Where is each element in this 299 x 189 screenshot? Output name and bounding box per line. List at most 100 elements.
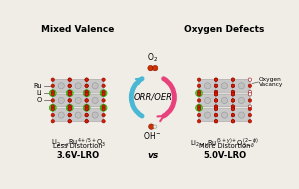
- Circle shape: [214, 99, 218, 102]
- Circle shape: [51, 84, 54, 88]
- Circle shape: [231, 84, 235, 88]
- Circle shape: [85, 90, 88, 94]
- Circle shape: [85, 107, 88, 111]
- Circle shape: [214, 107, 218, 111]
- Text: Oxygen Defects: Oxygen Defects: [184, 25, 265, 34]
- Circle shape: [248, 99, 251, 102]
- Circle shape: [85, 120, 88, 123]
- Circle shape: [92, 83, 98, 89]
- FancyBboxPatch shape: [53, 94, 70, 107]
- Circle shape: [153, 125, 157, 128]
- Circle shape: [49, 104, 56, 111]
- Circle shape: [102, 93, 105, 96]
- Circle shape: [231, 113, 235, 117]
- Circle shape: [214, 90, 218, 94]
- Circle shape: [75, 97, 81, 104]
- Circle shape: [214, 84, 218, 88]
- Circle shape: [66, 104, 73, 111]
- Circle shape: [68, 99, 71, 102]
- Circle shape: [68, 84, 71, 88]
- Circle shape: [58, 112, 64, 118]
- Circle shape: [231, 120, 235, 123]
- Circle shape: [231, 78, 235, 81]
- Circle shape: [231, 99, 235, 102]
- Circle shape: [51, 113, 54, 117]
- Circle shape: [51, 107, 54, 111]
- Text: Li$_{2-y}$Ru$^{(5+y)+}$O$_{3-\delta}^{(2-\phi)}$: Li$_{2-y}$Ru$^{(5+y)+}$O$_{3-\delta}^{(2…: [190, 137, 259, 151]
- Circle shape: [231, 107, 235, 111]
- Circle shape: [85, 120, 88, 123]
- FancyBboxPatch shape: [199, 79, 216, 92]
- Circle shape: [92, 112, 98, 118]
- Circle shape: [83, 104, 90, 111]
- Circle shape: [51, 120, 54, 123]
- Circle shape: [68, 107, 71, 111]
- Circle shape: [68, 90, 71, 94]
- Circle shape: [197, 78, 201, 81]
- Circle shape: [214, 105, 218, 108]
- Circle shape: [231, 113, 235, 117]
- FancyBboxPatch shape: [86, 109, 104, 122]
- Circle shape: [197, 90, 201, 94]
- Circle shape: [231, 84, 235, 88]
- FancyBboxPatch shape: [233, 94, 250, 107]
- Circle shape: [85, 113, 88, 117]
- Circle shape: [100, 90, 107, 97]
- FancyBboxPatch shape: [216, 109, 233, 122]
- Text: 3.6V-LRO: 3.6V-LRO: [57, 151, 100, 160]
- Circle shape: [102, 99, 105, 102]
- Circle shape: [85, 99, 88, 102]
- Circle shape: [85, 113, 88, 117]
- Circle shape: [152, 65, 158, 71]
- Text: O$_2$: O$_2$: [147, 52, 158, 64]
- Circle shape: [248, 105, 251, 108]
- Circle shape: [214, 78, 218, 81]
- Circle shape: [102, 120, 105, 123]
- Circle shape: [58, 83, 64, 89]
- Circle shape: [85, 84, 88, 88]
- Circle shape: [205, 97, 210, 104]
- Circle shape: [68, 105, 71, 108]
- Circle shape: [214, 113, 218, 117]
- Text: Ru: Ru: [33, 83, 42, 89]
- Circle shape: [231, 90, 235, 94]
- FancyBboxPatch shape: [233, 79, 250, 92]
- Circle shape: [231, 93, 235, 96]
- Circle shape: [58, 97, 64, 104]
- Circle shape: [197, 113, 201, 117]
- Circle shape: [197, 84, 201, 88]
- Circle shape: [75, 112, 81, 118]
- Circle shape: [214, 78, 218, 81]
- FancyBboxPatch shape: [86, 94, 104, 107]
- Circle shape: [68, 113, 71, 117]
- FancyBboxPatch shape: [199, 94, 216, 107]
- Circle shape: [221, 83, 228, 89]
- Circle shape: [68, 93, 71, 96]
- Circle shape: [238, 112, 245, 118]
- Circle shape: [197, 107, 201, 111]
- Circle shape: [51, 90, 54, 94]
- Circle shape: [197, 93, 201, 96]
- Circle shape: [85, 84, 88, 88]
- FancyBboxPatch shape: [69, 94, 87, 107]
- Circle shape: [68, 99, 71, 102]
- Text: ORR/OER: ORR/OER: [133, 93, 172, 102]
- Circle shape: [248, 84, 251, 88]
- Circle shape: [68, 113, 71, 117]
- Circle shape: [102, 105, 105, 108]
- Text: OH$^-$: OH$^-$: [144, 130, 162, 141]
- Circle shape: [92, 97, 98, 104]
- Circle shape: [68, 90, 71, 94]
- Circle shape: [248, 107, 251, 111]
- Circle shape: [231, 78, 235, 81]
- Circle shape: [102, 90, 105, 94]
- Circle shape: [51, 78, 54, 81]
- Circle shape: [214, 120, 218, 123]
- Circle shape: [221, 97, 228, 104]
- Circle shape: [205, 112, 210, 118]
- FancyBboxPatch shape: [216, 94, 233, 107]
- Circle shape: [83, 90, 90, 97]
- Circle shape: [149, 124, 154, 129]
- Circle shape: [102, 78, 105, 81]
- Circle shape: [238, 83, 245, 89]
